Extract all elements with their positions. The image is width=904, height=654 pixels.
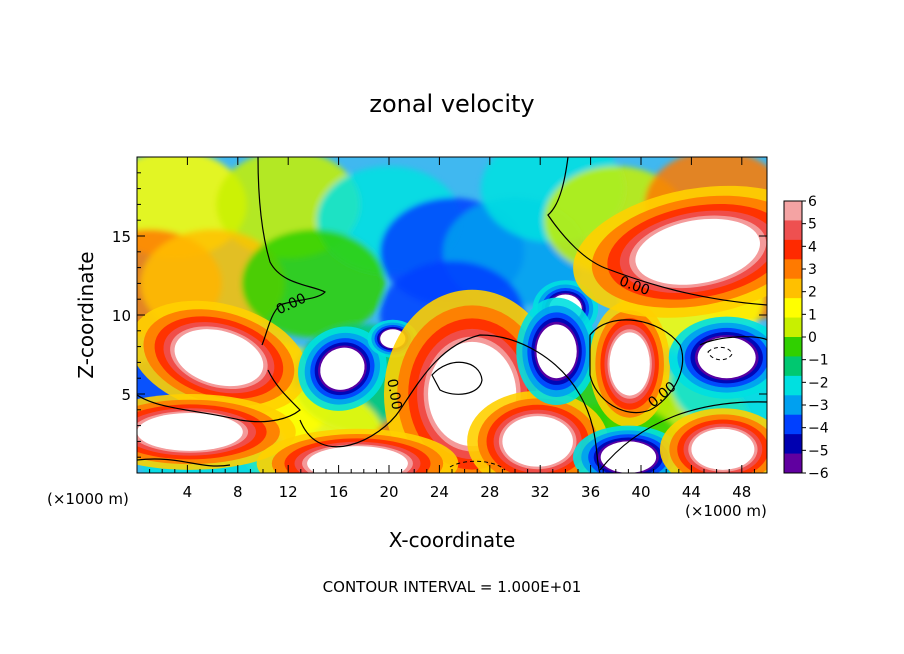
colorbar-swatch — [784, 220, 802, 241]
core-ring — [137, 412, 243, 451]
x-tick-label: 8 — [233, 483, 243, 501]
positive-core — [659, 408, 767, 473]
colorbar-tick-label: −4 — [808, 421, 829, 437]
colorbar-swatch — [784, 375, 802, 396]
x-tick-label: 12 — [279, 483, 298, 501]
y-tick-label: 5 — [121, 386, 131, 404]
field-blob — [241, 229, 386, 338]
colorbar-swatch — [784, 278, 802, 299]
colorbar-swatch — [784, 298, 802, 319]
colorbar-tick-label: 1 — [808, 307, 817, 323]
colorbar-tick-label: 5 — [808, 217, 817, 233]
contour-line — [599, 401, 767, 471]
colorbar-swatch — [784, 395, 802, 416]
contour-line — [257, 157, 326, 346]
y-axis: 5 10 15 — [112, 172, 767, 458]
colorbar-swatch — [784, 453, 802, 474]
core-ring — [635, 218, 760, 285]
colorbar: 6 5 4 3 2 1 0 −1 −2 −3 −4 −5 −6 — [783, 194, 829, 482]
core-ring — [697, 337, 756, 379]
y-tick-label: 15 — [112, 228, 131, 246]
x-tick-label: 28 — [480, 483, 499, 501]
x-tick-label: 48 — [732, 483, 751, 501]
x-tick-label: 40 — [631, 483, 650, 501]
negative-core — [516, 297, 597, 406]
contour-line — [137, 369, 301, 423]
positive-core — [137, 394, 296, 470]
negative-core — [572, 425, 684, 473]
x-axis-label: X-coordinate — [389, 528, 516, 552]
colorbar-swatch — [784, 239, 802, 260]
x-axis: 4 8 12 16 20 24 28 32 36 40 44 48 — [149, 157, 755, 501]
velocity-field-cores — [137, 185, 767, 473]
x-unit-right: (×1000 m) — [685, 502, 767, 520]
colorbar-tick-label: 2 — [808, 285, 817, 301]
contour-line — [589, 319, 684, 414]
colorbar-swatch — [784, 356, 802, 377]
positive-core — [256, 428, 459, 473]
contour-line — [137, 458, 231, 467]
contour-line-negative — [449, 460, 506, 471]
y-axis-label: Z-coordinate — [74, 251, 98, 378]
colorbar-tick-label: −5 — [808, 443, 829, 459]
colorbar-swatch — [784, 317, 802, 338]
colorbar-tick-label: 6 — [808, 194, 817, 210]
contour-line-negative — [707, 346, 733, 361]
x-tick-label: 4 — [183, 483, 193, 501]
core-ring — [320, 347, 365, 390]
core-ring — [502, 416, 573, 467]
x-tick-label: 44 — [682, 483, 701, 501]
colorbar-swatch — [784, 337, 802, 357]
x-unit-left: (×1000 m) — [47, 490, 129, 508]
contour-label: 0.00 — [383, 378, 404, 411]
chart-title: zonal velocity — [369, 90, 534, 118]
colorbar-swatch — [784, 201, 802, 221]
contour-line — [699, 336, 767, 346]
x-tick-label: 36 — [581, 483, 600, 501]
colorbar-swatch — [784, 259, 802, 280]
contour-line — [547, 157, 767, 306]
positive-core — [467, 390, 609, 473]
positive-core — [589, 300, 670, 428]
colorbar-tick-label: −3 — [808, 398, 829, 414]
core-ring — [609, 332, 650, 396]
colorbar-tick-label: −2 — [808, 375, 829, 391]
core-ring — [600, 441, 657, 473]
contour-line — [299, 334, 601, 473]
colorbar-tick-label: −6 — [808, 466, 829, 482]
positive-core — [573, 185, 767, 318]
colorbar-tick-label: 0 — [808, 330, 817, 346]
plot-area: 0.000.000.000.00 — [137, 157, 767, 473]
x-tick-label: 24 — [430, 483, 449, 501]
x-tick-label: 20 — [379, 483, 398, 501]
colorbar-tick-label: 4 — [808, 239, 817, 255]
core-ring — [691, 428, 755, 470]
y-tick-label: 10 — [112, 307, 131, 325]
core-ring — [307, 446, 408, 473]
negative-core — [298, 326, 387, 411]
colorbar-tick-label: −1 — [808, 353, 829, 369]
colorbar-swatch — [784, 414, 802, 435]
core-ring — [536, 324, 577, 379]
x-tick-label: 32 — [531, 483, 550, 501]
colorbar-swatch — [784, 434, 802, 455]
contour-line — [431, 361, 483, 395]
colorbar-tick-label: 3 — [808, 262, 817, 278]
contour-interval-note: CONTOUR INTERVAL = 1.000E+01 — [323, 578, 582, 596]
core-ring — [174, 329, 264, 387]
x-tick-label: 16 — [329, 483, 348, 501]
positive-core — [137, 300, 308, 415]
